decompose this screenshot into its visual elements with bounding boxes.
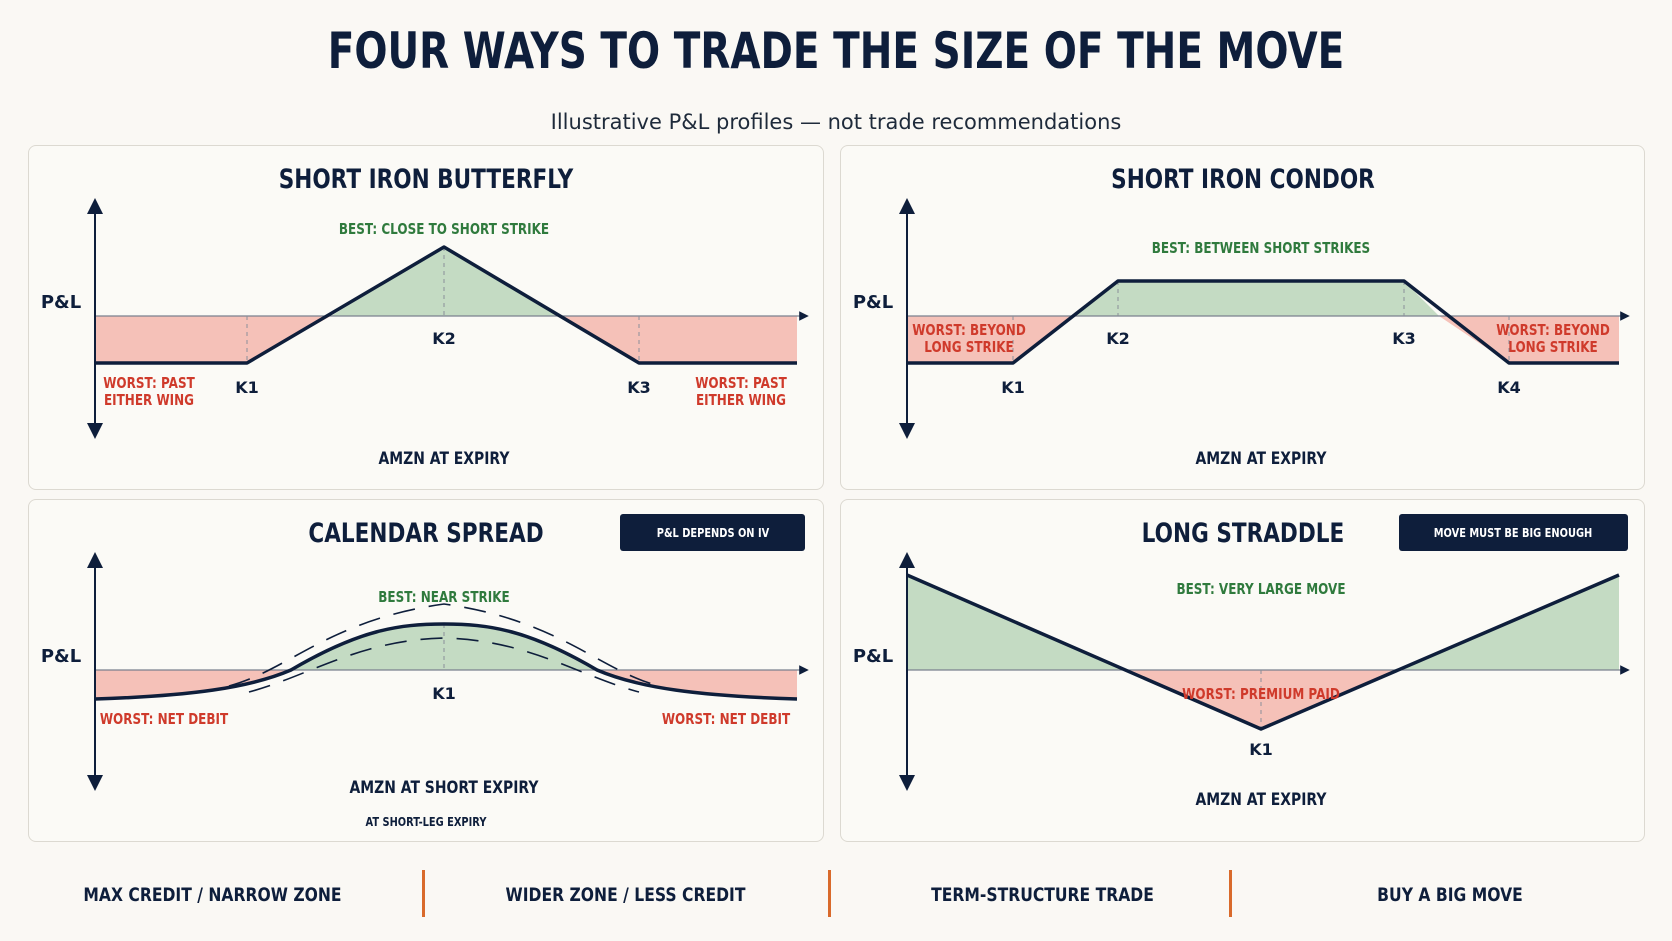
x-axis-label: AMZN AT SHORT EXPIRY bbox=[350, 778, 540, 798]
panel-calendar-spread: CALENDAR SPREAD P&L DEPENDS ON IV P&L BE… bbox=[28, 499, 824, 842]
worst-label: WORST: PREMIUM PAID bbox=[1182, 686, 1340, 704]
x-axis-label: AMZN AT EXPIRY bbox=[1196, 790, 1328, 810]
panel-short-iron-butterfly: SHORT IRON BUTTERFLY P&L BEST: CLOSE TO … bbox=[28, 145, 824, 490]
footer-label-1: MAX CREDIT / NARROW ZONE bbox=[83, 884, 342, 906]
worst-label-right-line2: LONG STRIKE bbox=[1508, 339, 1597, 357]
strike-label-k2: K2 bbox=[1106, 329, 1130, 348]
footer-label-3: TERM-STRUCTURE TRADE bbox=[931, 884, 1154, 906]
footer-label-2: WIDER ZONE / LESS CREDIT bbox=[505, 884, 746, 906]
worst-label-left-line1: WORST: BEYOND bbox=[912, 322, 1026, 340]
panel-title: LONG STRADDLE bbox=[1142, 517, 1345, 549]
best-label: BEST: VERY LARGE MOVE bbox=[1176, 581, 1345, 599]
payoff-line bbox=[907, 279, 1619, 365]
x-axis-sublabel: AT SHORT-LEG EXPIRY bbox=[366, 815, 488, 829]
move-badge: MOVE MUST BE BIG ENOUGH bbox=[1399, 514, 1628, 551]
y-axis-label: P&L bbox=[853, 646, 893, 667]
worst-label-left-line2: LONG STRIKE bbox=[924, 339, 1013, 357]
profit-region bbox=[1073, 281, 1439, 316]
strike-label-k1: K1 bbox=[1001, 378, 1025, 397]
worst-label-right-line1: WORST: PAST bbox=[695, 375, 787, 393]
y-axis-label: P&L bbox=[853, 292, 893, 313]
loss-region-left bbox=[907, 316, 1073, 363]
best-label: BEST: BETWEEN SHORT STRIKES bbox=[1152, 240, 1370, 258]
worst-label-right: WORST: NET DEBIT bbox=[662, 711, 791, 729]
y-axis-label: P&L bbox=[41, 292, 81, 313]
panel-title: SHORT IRON CONDOR bbox=[1111, 163, 1375, 195]
strike-label-k3: K3 bbox=[627, 378, 651, 397]
footer-label-4: BUY A BIG MOVE bbox=[1377, 884, 1523, 906]
strike-label-k1: K1 bbox=[432, 684, 456, 703]
iv-badge-label: P&L DEPENDS ON IV bbox=[657, 526, 770, 540]
iv-badge: P&L DEPENDS ON IV bbox=[620, 514, 805, 551]
worst-label-left-line1: WORST: PAST bbox=[103, 375, 195, 393]
x-axis-label: AMZN AT EXPIRY bbox=[1196, 449, 1328, 469]
strike-label-k2: K2 bbox=[432, 329, 456, 348]
move-badge-label: MOVE MUST BE BIG ENOUGH bbox=[1434, 526, 1593, 540]
strike-label-k1: K1 bbox=[235, 378, 259, 397]
page-title: FOUR WAYS TO TRADE THE SIZE OF THE MOVE bbox=[327, 22, 1345, 80]
payoff-line bbox=[95, 245, 797, 365]
loss-region-right bbox=[557, 316, 797, 363]
panel-short-iron-condor: SHORT IRON CONDOR P&L BEST: BETWEEN SHOR… bbox=[840, 145, 1645, 490]
y-axis-label: P&L bbox=[41, 646, 81, 667]
footer-separator-3 bbox=[1229, 870, 1232, 917]
loss-region-right bbox=[1439, 316, 1619, 363]
worst-label-left-line2: EITHER WING bbox=[104, 392, 194, 410]
worst-label-right-line2: EITHER WING bbox=[696, 392, 786, 410]
footer-separator-2 bbox=[828, 870, 831, 917]
payoff-curve bbox=[94, 622, 798, 701]
panel-long-straddle: LONG STRADDLE MOVE MUST BE BIG ENOUGH P&… bbox=[840, 499, 1645, 842]
strike-label-k4: K4 bbox=[1497, 378, 1521, 397]
worst-label-left: WORST: NET DEBIT bbox=[100, 711, 229, 729]
panel-title: CALENDAR SPREAD bbox=[308, 517, 543, 549]
loss-region bbox=[1128, 670, 1395, 729]
strike-label-k1: K1 bbox=[1249, 740, 1273, 759]
loss-region-left bbox=[95, 316, 331, 363]
x-axis-label: AMZN AT EXPIRY bbox=[379, 449, 511, 469]
worst-label-right-line1: WORST: BEYOND bbox=[1496, 322, 1610, 340]
panel-title: SHORT IRON BUTTERFLY bbox=[279, 163, 574, 195]
iv-high-curve bbox=[228, 603, 660, 687]
best-label: BEST: CLOSE TO SHORT STRIKE bbox=[339, 221, 549, 239]
iv-low-curve bbox=[248, 637, 640, 693]
page-subtitle: Illustrative P&L profiles — not trade re… bbox=[550, 110, 1122, 134]
payoff-line bbox=[906, 573, 1620, 731]
profit-region bbox=[95, 624, 797, 670]
strike-label-k3: K3 bbox=[1392, 329, 1416, 348]
best-label: BEST: NEAR STRIKE bbox=[378, 589, 509, 607]
footer-separator-1 bbox=[422, 870, 425, 917]
